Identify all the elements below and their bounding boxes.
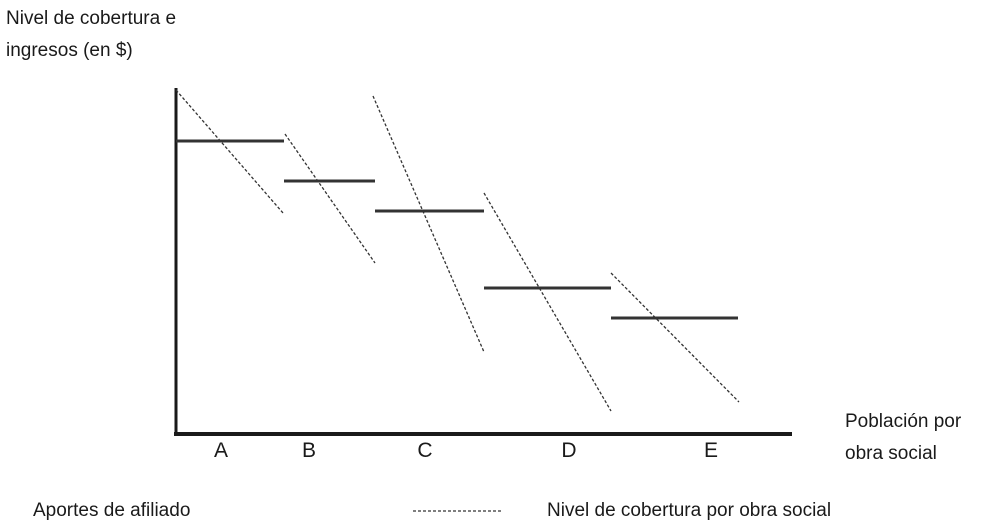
- group-label-e: E: [704, 439, 718, 462]
- income-line-d: [483, 192, 612, 412]
- income-line-b: [284, 133, 376, 264]
- legend-cobertura-label: Nivel de cobertura por obra social: [547, 500, 831, 521]
- group-label-c: C: [417, 439, 432, 462]
- y-axis-title-line1: Nivel de cobertura e: [6, 8, 176, 29]
- group-label-d: D: [561, 439, 576, 462]
- x-axis-title-line1: Población por: [845, 411, 962, 432]
- legend-aportes-label: Aportes de afiliado: [33, 500, 190, 521]
- group-label-b: B: [302, 439, 316, 462]
- income-line-a: [175, 89, 284, 214]
- income-line-e: [610, 272, 740, 403]
- income-line-c: [372, 95, 485, 353]
- y-axis-title-line2: ingresos (en $): [6, 40, 133, 61]
- x-axis-title-line2: obra social: [845, 443, 937, 464]
- group-label-a: A: [214, 439, 228, 462]
